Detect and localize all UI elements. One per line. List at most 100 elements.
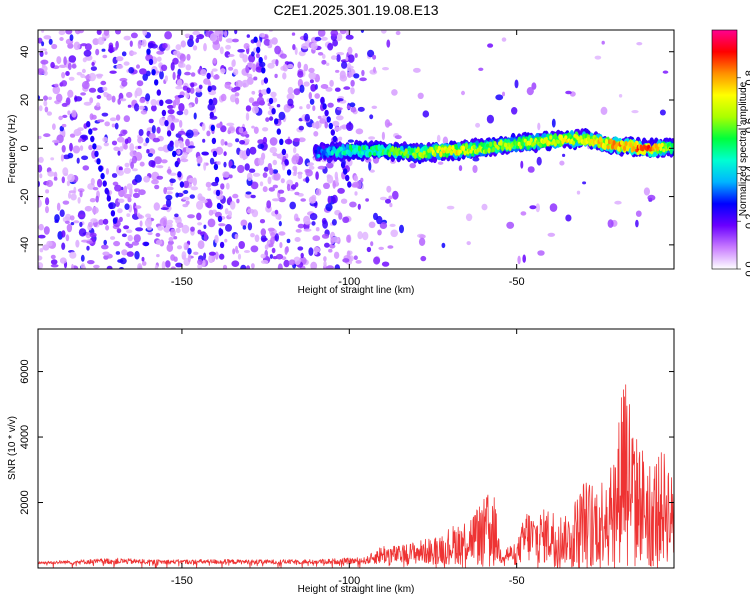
heatmap-cell [166,198,172,208]
heatmap-cell [617,146,621,152]
heatmap-cell [222,171,231,178]
heatmap-cell [187,38,194,48]
heatmap-cell [206,198,212,205]
heatmap-cell [323,260,327,268]
heatmap-cell [511,107,518,115]
heatmap-cell [601,40,605,45]
heatmap-cell [137,136,144,144]
heatmap-cell [151,125,156,134]
heatmap-cell [442,136,449,145]
heatmap-cell [187,145,196,149]
heatmap-cell [122,129,128,135]
heatmap-cell [43,35,52,40]
heatmap-cell [208,251,216,256]
heatmap-cell [635,210,642,217]
heatmap-cell [365,145,369,151]
heatmap-cell [322,54,326,59]
heatmap-cell [337,98,344,102]
heatmap-cell [96,95,102,99]
heatmap-cell [38,262,44,269]
colorbar-tick-label: 0.8 [744,70,750,85]
heatmap-cell [163,187,168,195]
heatmap-cell [355,260,362,264]
heatmap-y-tick-label: -20 [19,189,31,205]
heatmap-cell [339,125,347,129]
heatmap-cell [386,39,391,48]
colorbar-tick-label: 0.0 [744,261,750,276]
heatmap-cell [211,68,218,72]
heatmap-cell [109,70,117,74]
heatmap-cell [190,226,195,232]
heatmap-cell [330,236,335,245]
heatmap-cell [225,44,232,50]
heatmap-cell [660,142,664,147]
heatmap-cell [65,234,70,242]
heatmap-cell [164,75,168,82]
heatmap-cell [559,160,565,166]
heatmap-cell [214,176,220,184]
heatmap-cell [606,145,610,150]
heatmap-cell [520,211,527,216]
heatmap-cell [280,178,285,184]
heatmap-cell [297,61,302,69]
heatmap-cell [571,140,576,145]
heatmap-cell [185,64,192,71]
heatmap-cell [117,150,121,156]
heatmap-cell [77,127,84,131]
heatmap-cell [65,30,73,35]
heatmap-cell [321,233,330,239]
heatmap-cell [56,202,61,211]
heatmap-cell [113,240,121,247]
heatmap-cell [179,53,186,63]
heatmap-cell [103,30,110,36]
heatmap-cell [209,33,218,42]
heatmap-cell [118,216,123,222]
heatmap-cell [377,229,382,236]
heatmap-cell [257,143,265,149]
heatmap-cell [370,241,374,247]
heatmap-cell [218,223,226,227]
heatmap-cell [106,93,112,101]
heatmap-cell [236,198,240,204]
heatmap-cell [248,168,256,173]
heatmap-cell [117,169,124,176]
heatmap-cell [187,247,192,255]
heatmap-cell [381,30,387,34]
heatmap-cell [74,96,83,102]
heatmap-cell [164,31,173,40]
heatmap-cell [156,254,160,258]
heatmap-cell [266,200,272,209]
heatmap-cell [267,176,272,185]
heatmap-cell [312,105,316,112]
heatmap-cell [339,147,343,151]
heatmap-cell [669,148,673,155]
heatmap-cell [671,143,674,148]
heatmap-cell [295,217,301,222]
heatmap-cell [207,187,212,191]
heatmap-cell [110,210,116,217]
heatmap-cell [115,114,121,121]
heatmap-cell [338,212,343,220]
heatmap-cell [433,152,437,158]
heatmap-cell [101,112,109,117]
heatmap-cell [248,97,255,104]
heatmap-cell [308,247,314,256]
heatmap-cell [121,249,128,256]
heatmap-cell [360,151,365,156]
heatmap-cell [659,109,666,116]
heatmap-cell [258,89,262,94]
heatmap-cell [159,99,164,107]
heatmap-cell [148,118,154,124]
heatmap-cell [115,40,119,49]
heatmap-cell [317,165,326,170]
heatmap-cell [338,136,343,141]
heatmap-cell [531,82,537,90]
heatmap-cell [275,253,284,260]
heatmap-cell [188,104,192,108]
heatmap-cell [138,189,146,196]
heatmap-cell [161,261,166,269]
heatmap-cell [50,61,55,69]
heatmap-cell [69,133,76,138]
heatmap-cell [77,197,81,204]
heatmap-cell [465,213,473,222]
